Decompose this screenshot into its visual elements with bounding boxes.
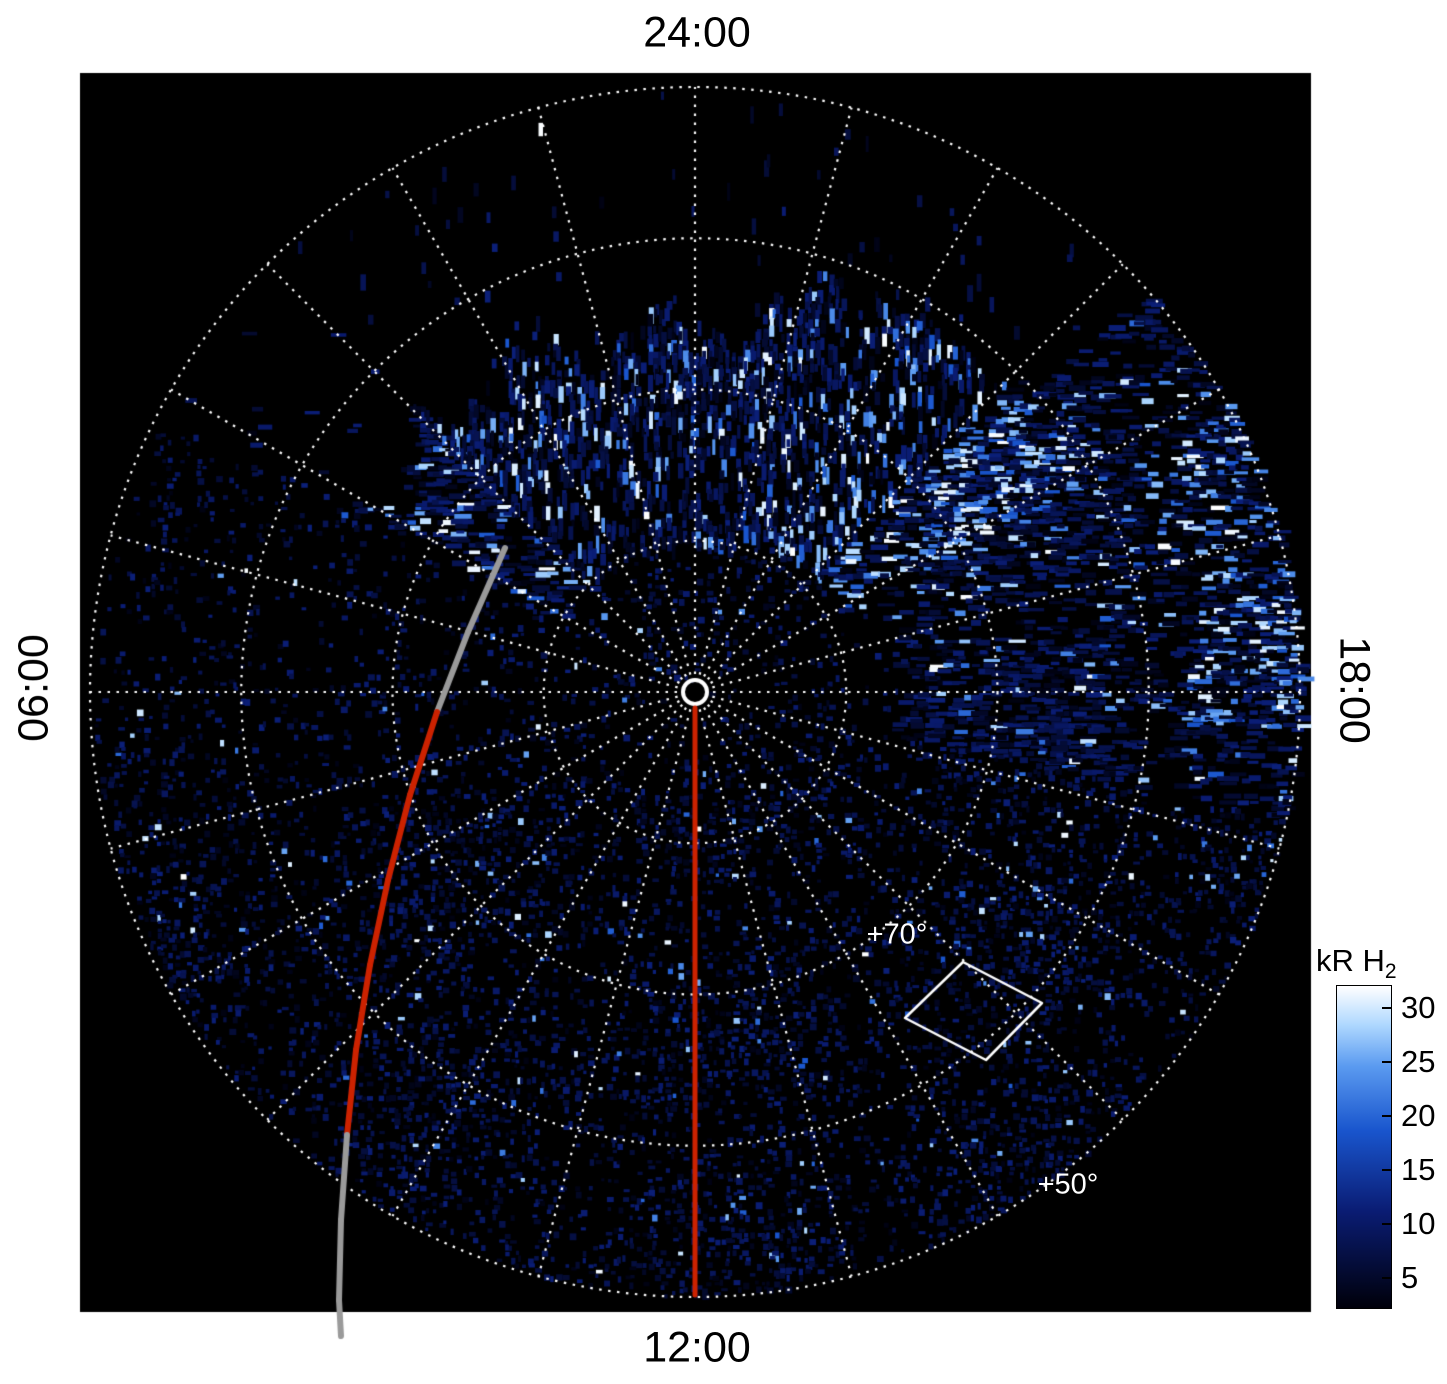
colorbar-tick-mark — [1382, 1222, 1391, 1225]
colorbar-tick-label: 20 — [1401, 1097, 1436, 1133]
colorbar-tick-mark — [1382, 1006, 1391, 1009]
colorbar-tick-mark — [1382, 1060, 1391, 1063]
colorbar-tick-label: 5 — [1401, 1259, 1419, 1295]
colorbar-gradient — [1337, 986, 1391, 1308]
lat-label-50: +50° — [1037, 1168, 1099, 1201]
time-label-18: 18:00 — [1330, 636, 1379, 744]
colorbar-tick-label: 30 — [1401, 989, 1436, 1025]
colorbar: 30 25 20 15 10 5 — [1336, 985, 1435, 1309]
time-label-06: 06:00 — [9, 634, 58, 742]
colorbar-title-subscript: 2 — [1384, 960, 1397, 984]
time-label-12: 12:00 — [643, 1323, 751, 1372]
colorbar-tick-label: 15 — [1401, 1151, 1436, 1187]
colorbar-tick-label: 25 — [1401, 1043, 1436, 1079]
lat-label-70: +70° — [866, 918, 928, 951]
colorbar-tick-mark — [1382, 1276, 1391, 1279]
colorbar-title: kR H2 — [1316, 943, 1397, 984]
colorbar-tick-mark — [1382, 1168, 1391, 1171]
colorbar-title-text: kR H — [1316, 943, 1385, 978]
time-label-24: 24:00 — [643, 8, 751, 57]
colorbar-tick-label: 10 — [1401, 1205, 1436, 1241]
colorbar-tick-mark — [1382, 1114, 1391, 1117]
